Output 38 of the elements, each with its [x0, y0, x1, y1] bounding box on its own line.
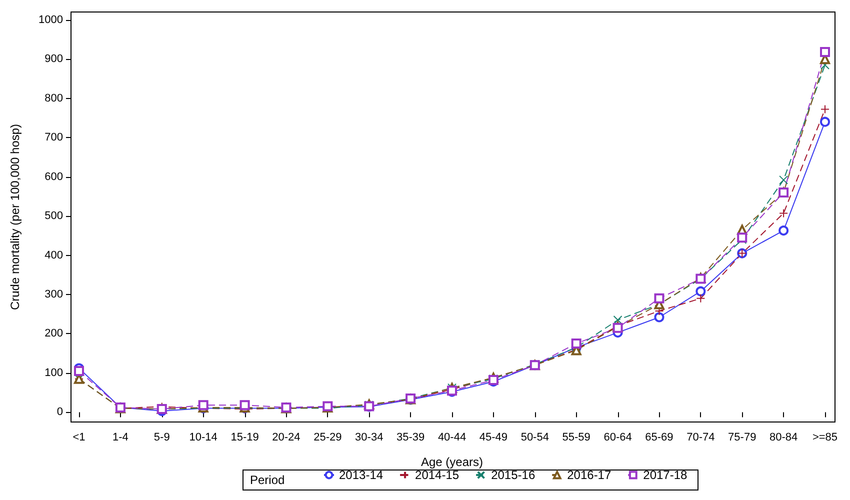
x-tick-label: 10-14 — [189, 432, 218, 444]
x-tick-label: 55-59 — [562, 432, 590, 444]
x-tick-label: 15-19 — [230, 432, 259, 444]
y-tick-label: 0 — [56, 406, 63, 418]
x-tick-label: 45-49 — [479, 432, 508, 444]
y-tick-label: 100 — [44, 366, 63, 379]
legend-label: 2013-14 — [339, 468, 384, 482]
y-tick-label: 300 — [44, 288, 63, 300]
y-tick-label: 200 — [44, 328, 63, 340]
legend-label: 2016-17 — [567, 468, 612, 482]
x-tick-label: 75-79 — [728, 432, 756, 444]
x-tick-label: 20-24 — [272, 432, 300, 444]
x-tick-label: 30-34 — [355, 432, 384, 444]
y-tick-label: 700 — [44, 132, 63, 144]
y-axis-title: Crude mortality (per 100,000 hosp) — [8, 124, 22, 310]
x-tick-label: 1-4 — [112, 432, 128, 444]
legend-title: Period — [250, 473, 285, 487]
x-tick-label: >=85 — [812, 432, 838, 444]
y-tick-label: 1000 — [38, 14, 63, 26]
y-tick-label: 400 — [44, 249, 63, 262]
x-tick-label: 25-29 — [314, 432, 342, 444]
x-tick-label: <1 — [72, 432, 86, 444]
y-tick-label: 900 — [44, 53, 63, 66]
x-axis-title: Age (years) — [420, 455, 484, 469]
legend-label: 2014-15 — [415, 468, 460, 482]
x-tick-label: 50-54 — [520, 432, 549, 444]
legend-label: 2017-18 — [643, 468, 688, 482]
x-tick-label: 80-84 — [769, 432, 798, 444]
legend-label: 2015-16 — [491, 468, 536, 482]
x-tick-label: 40-44 — [438, 432, 466, 444]
y-tick-label: 500 — [44, 210, 63, 222]
x-tick-label: 65-69 — [645, 432, 674, 444]
y-tick-label: 600 — [44, 170, 63, 183]
x-tick-label: 5-9 — [154, 432, 170, 444]
x-tick-label: 60-64 — [604, 432, 632, 444]
y-tick-label: 800 — [44, 92, 63, 104]
x-tick-label: 35-39 — [396, 432, 425, 444]
x-tick-label: 70-74 — [686, 432, 715, 444]
